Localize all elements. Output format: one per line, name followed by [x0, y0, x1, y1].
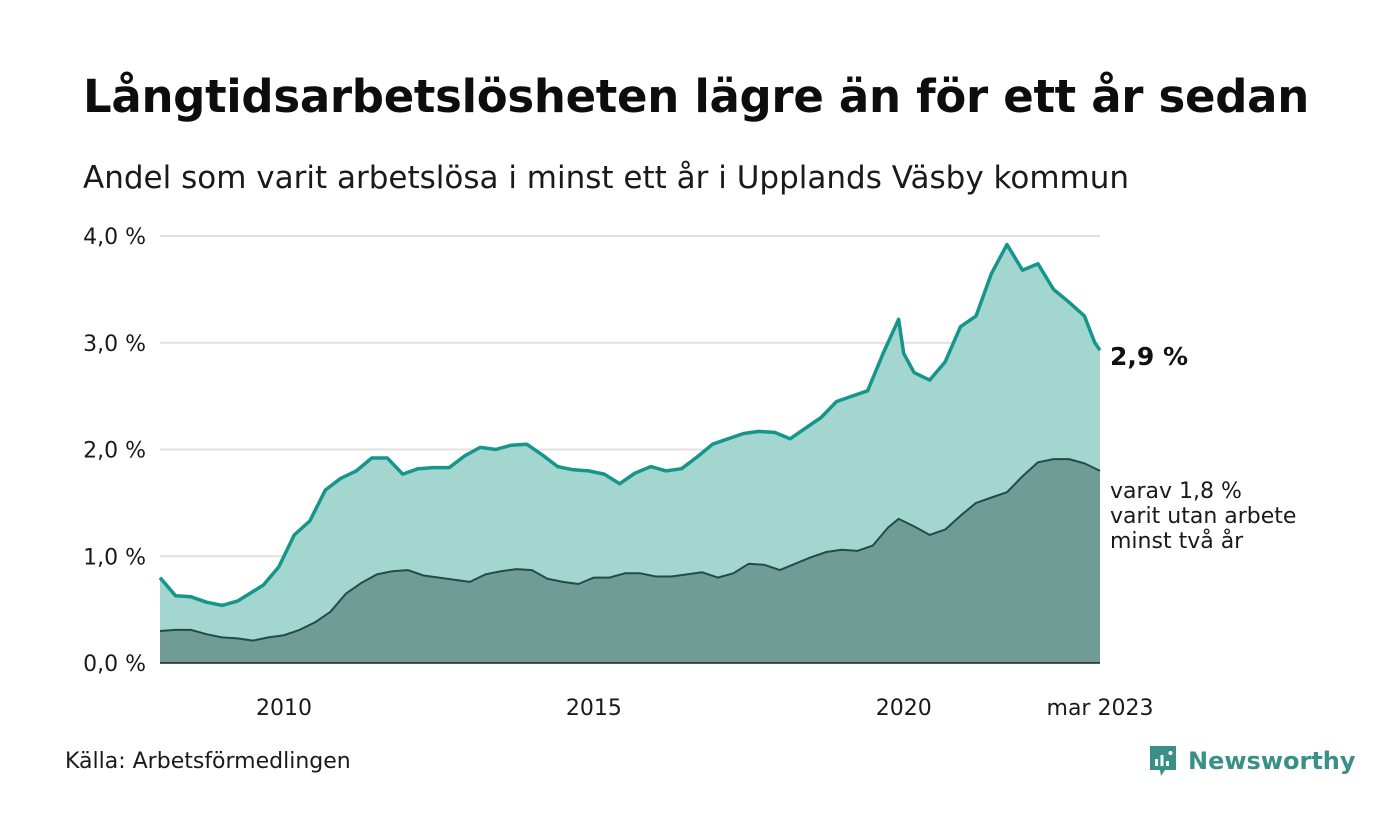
y-tick-label: 1,0 %: [83, 545, 146, 570]
brand-name: Newsworthy: [1188, 747, 1356, 775]
twoyear-end-label: varav 1,8 %: [1110, 479, 1242, 504]
newsworthy-logo-icon: [1150, 746, 1176, 776]
y-tick-label: 0,0 %: [83, 652, 146, 677]
twoyear-series-line: [159, 458, 1101, 642]
x-tick-label: mar 2023: [1047, 696, 1154, 721]
twoyear-end-label: minst två år: [1110, 528, 1244, 554]
total-end-label: 2,9 %: [1110, 342, 1188, 371]
brand-logo[interactable]: Newsworthy: [1148, 744, 1356, 778]
y-tick-label: 3,0 %: [83, 332, 146, 357]
total-series-line: [158, 242, 1102, 608]
x-tick-label: 2015: [566, 696, 622, 721]
x-tick-label: 2020: [876, 696, 932, 721]
y-tick-label: 2,0 %: [83, 439, 146, 464]
y-tick-label: 4,0 %: [83, 225, 146, 250]
x-tick-label: 2010: [256, 696, 312, 721]
chart-title: Långtidsarbetslösheten lägre än för ett …: [83, 70, 1309, 123]
twoyear-end-label: varit utan arbete: [1110, 504, 1296, 529]
source-note: Källa: Arbetsförmedlingen: [65, 749, 351, 774]
twoyear-series-area: [160, 459, 1100, 663]
chart-areas: [158, 242, 1102, 663]
axes: 0,0 % 1,0 % 2,0 % 3,0 % 4,0 % 2010 2015 2020 mar…: [83, 225, 1153, 721]
chart-subtitle: Andel som varit arbetslösa i minst ett å…: [83, 160, 1130, 196]
